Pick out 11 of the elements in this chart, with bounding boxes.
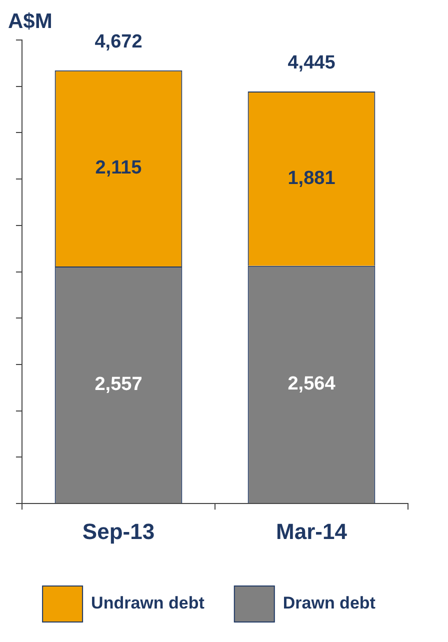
total-label: 4,672 — [94, 32, 142, 53]
data-label: 2,115 — [95, 158, 142, 179]
data-label: 2,564 — [288, 374, 336, 395]
data-label: 1,881 — [288, 168, 336, 189]
total-label: 4,445 — [288, 52, 336, 74]
x-tick-label: Mar-14 — [276, 518, 348, 544]
legend-label: Drawn debt — [282, 594, 376, 613]
data-label: 2,557 — [94, 374, 142, 396]
y-axis-title: A$M — [8, 10, 52, 33]
x-tick-label: Sep-13 — [82, 518, 155, 544]
legend-label: Undrawn debt — [91, 594, 205, 613]
